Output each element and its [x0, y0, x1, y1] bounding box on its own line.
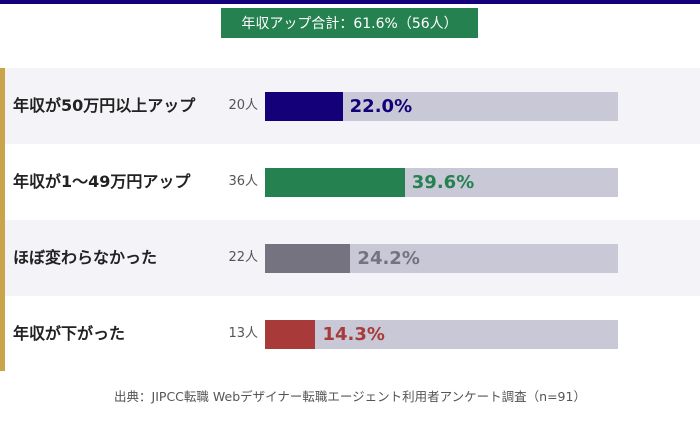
category-label: 年収が50万円以上アップ — [13, 96, 196, 115]
data-label: 24.2% — [357, 248, 420, 269]
bar-track — [265, 320, 618, 349]
count-label: 22人 — [228, 250, 258, 265]
category-label: ほぼ変わらなかった — [13, 248, 158, 267]
count-label: 36人 — [228, 174, 258, 189]
data-label: 14.3% — [322, 324, 385, 345]
bar-track — [265, 168, 618, 197]
bar-row: 年収が50万円以上アップ 20人 22.0% — [0, 68, 700, 144]
category-label: 年収が下がった — [13, 324, 126, 343]
left-accent-bar — [0, 68, 5, 371]
bar-track — [265, 92, 618, 121]
bar — [265, 92, 343, 121]
category-label: 年収が1〜49万円アップ — [13, 172, 191, 191]
data-label: 22.0% — [349, 96, 413, 117]
count-label: 20人 — [228, 98, 258, 113]
bar-row: ほぼ変わらなかった 22人 24.2% — [0, 220, 700, 296]
bar-row: 年収が1〜49万円アップ 36人 39.6% — [0, 144, 700, 220]
data-label: 39.6% — [411, 172, 475, 193]
summary-badge: 年収アップ合計：61.6%（56人） — [221, 8, 478, 38]
source-note: 出典：JIPCC転職 Webデザイナー転職エージェント利用者アンケート調査（n=… — [114, 389, 586, 404]
bar-row: 年収が下がった 13人 14.3% — [0, 296, 700, 372]
top-accent-bar — [0, 0, 700, 4]
bar — [265, 244, 351, 273]
count-label: 13人 — [228, 326, 258, 341]
bar — [265, 168, 405, 197]
bar — [265, 320, 316, 349]
bar-track — [265, 244, 618, 273]
